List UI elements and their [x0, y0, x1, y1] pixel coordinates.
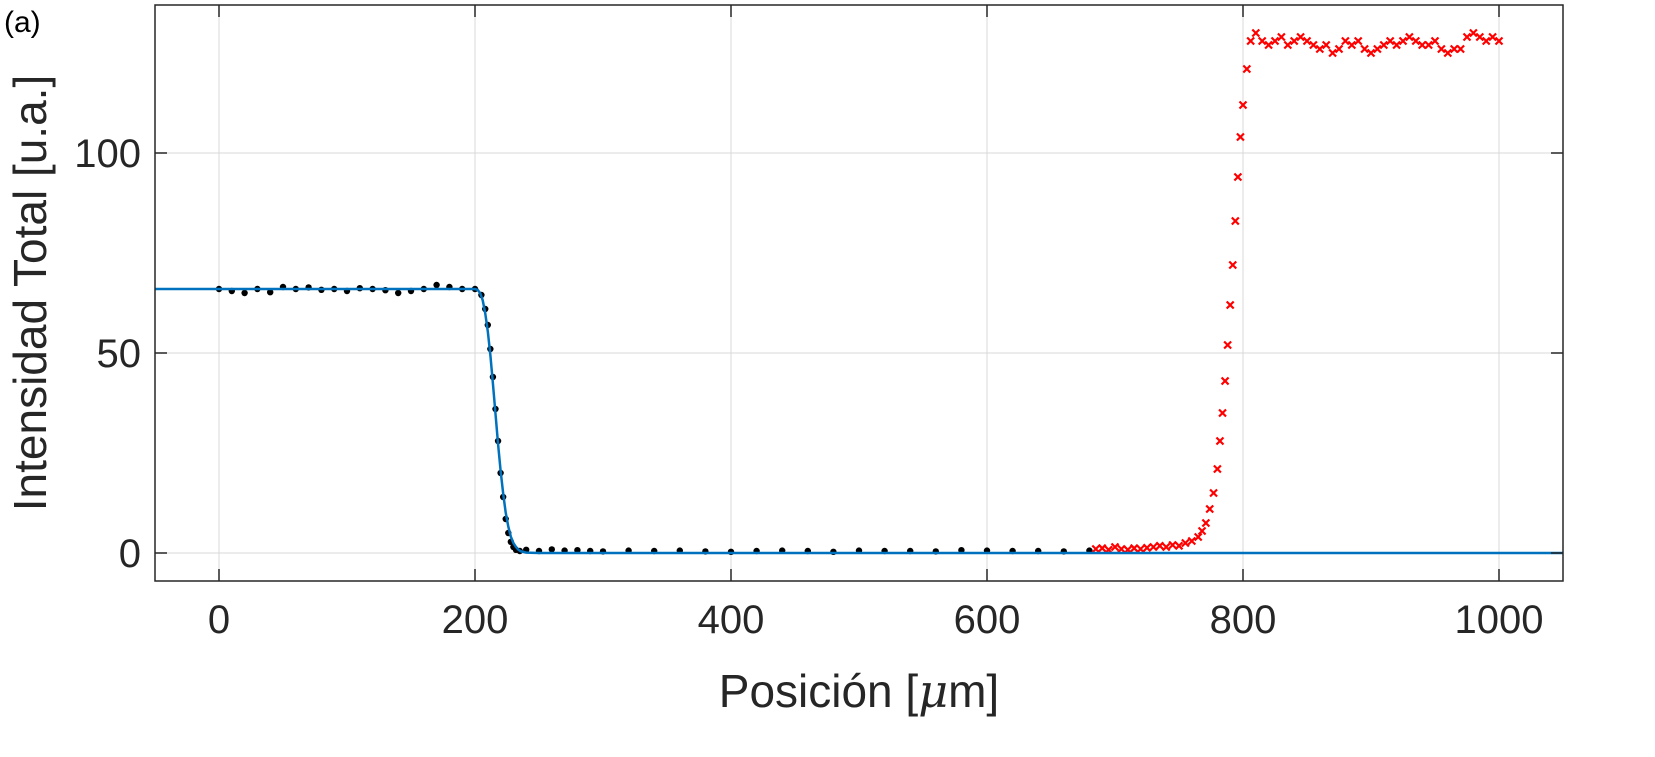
- data-point: [433, 281, 440, 289]
- x-tick-label: 400: [698, 598, 765, 642]
- data-point: [1328, 48, 1337, 58]
- data-point: [1481, 36, 1491, 46]
- data-point: [1213, 464, 1222, 474]
- data-point: [1238, 100, 1248, 110]
- data-point: [1117, 544, 1126, 554]
- data-point: [1246, 36, 1255, 46]
- y-tick-label: 100: [74, 132, 141, 176]
- y-tick-label: 50: [97, 332, 142, 376]
- data-point: [1379, 40, 1389, 50]
- data-point: [1251, 28, 1261, 38]
- panel-label: (a): [4, 6, 41, 39]
- data-point: [1228, 260, 1238, 270]
- data-point: [1430, 36, 1440, 46]
- data-point: [1334, 44, 1344, 54]
- x-tick-label: 800: [1210, 598, 1277, 642]
- data-point: [1494, 36, 1504, 46]
- y-axis-label: Intensidad Total [u.a.]: [4, 75, 56, 511]
- data-point: [1231, 216, 1240, 226]
- data-point: [1411, 36, 1421, 46]
- data-point: [1321, 40, 1331, 50]
- data-point: [1223, 340, 1232, 350]
- fit-curve: [155, 287, 1563, 555]
- data-point: [1187, 536, 1197, 546]
- data-point: [267, 289, 274, 296]
- data-point: [1366, 48, 1376, 58]
- x-axis-label-part: Posición [: [719, 665, 919, 717]
- data-point: [1181, 538, 1190, 548]
- data-point: [1289, 36, 1299, 46]
- data-point: [1373, 44, 1382, 54]
- data-point: [1341, 36, 1350, 46]
- data-point: [1205, 504, 1214, 514]
- data-point: [1233, 172, 1243, 182]
- data-point: [1462, 32, 1472, 42]
- axes-box: [154, 4, 1564, 582]
- data-point: [1283, 40, 1293, 50]
- data-point: [1437, 44, 1446, 54]
- x-tick-label: 200: [442, 598, 509, 642]
- data-point: [1417, 40, 1427, 50]
- data-point: [1161, 542, 1171, 552]
- data-point: [1475, 32, 1485, 42]
- x-tick-label: 1000: [1455, 598, 1544, 642]
- data-point: [1201, 518, 1211, 528]
- data-point: [1353, 36, 1363, 46]
- data-point: [1242, 64, 1252, 74]
- fit-line: [155, 287, 1563, 555]
- data-point: [1296, 32, 1305, 42]
- data-point: [1488, 32, 1497, 42]
- data-point: [548, 546, 555, 553]
- data-point: [1443, 48, 1453, 58]
- x-axis-label: Posición [μm]: [719, 664, 999, 718]
- ticks: 0 200 400 600 800 1000 0 50 100: [74, 5, 1563, 642]
- data-point: [1168, 540, 1177, 550]
- data-point: [1309, 40, 1318, 50]
- data-point: [1155, 541, 1165, 551]
- data-point: [1347, 40, 1357, 50]
- data-point: [1456, 44, 1465, 54]
- data-point: [1129, 543, 1139, 553]
- data-point: [1469, 28, 1478, 38]
- data-point: [1360, 44, 1369, 54]
- data-point: [1424, 40, 1433, 50]
- data-layer: [155, 28, 1563, 555]
- data-point: [1385, 36, 1395, 46]
- data-point: [1218, 408, 1227, 418]
- data-point: [1449, 44, 1459, 54]
- data-point: [1270, 36, 1280, 46]
- data-point: [1236, 132, 1245, 142]
- data-point: [1220, 376, 1230, 386]
- x-axis-label-part: μ: [918, 664, 948, 718]
- x-axis-label-part: m]: [948, 665, 999, 717]
- data-point: [1225, 300, 1235, 310]
- data-point: [1264, 40, 1273, 50]
- data-point: [1091, 544, 1101, 554]
- data-point: [1149, 542, 1158, 552]
- data-point: [1315, 44, 1325, 54]
- data-point: [1142, 543, 1152, 553]
- data-point: [1197, 526, 1207, 536]
- data-point: [1110, 542, 1120, 552]
- data-point: [1136, 544, 1145, 554]
- excluded-points: [1091, 28, 1504, 555]
- data-point: [1215, 436, 1225, 446]
- data-point: [1405, 32, 1414, 42]
- data-point: [395, 289, 402, 297]
- data-point: [241, 289, 248, 297]
- data-point: [1302, 36, 1312, 46]
- data-point: [1277, 32, 1286, 42]
- plot-area: [155, 5, 1563, 581]
- data-point: [1392, 40, 1401, 50]
- data-point: [1209, 488, 1218, 498]
- y-tick-label: 0: [119, 532, 141, 576]
- x-tick-label: 600: [954, 598, 1021, 642]
- x-tick-label: 0: [208, 598, 230, 642]
- data-point: [1398, 36, 1408, 46]
- data-point: [1174, 541, 1184, 551]
- data-point: [1257, 36, 1267, 46]
- data-point: [1193, 532, 1203, 542]
- data-point: [1097, 543, 1107, 553]
